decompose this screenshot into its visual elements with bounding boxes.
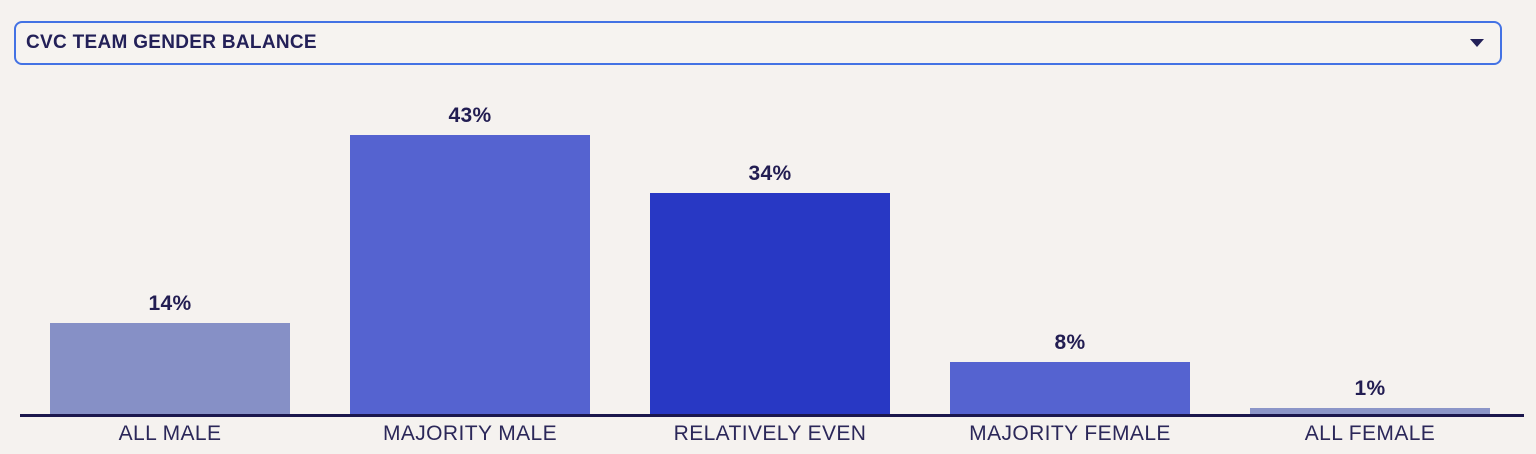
- category-label: RELATIVELY EVEN: [673, 422, 867, 445]
- bar-value-label: 1%: [1354, 376, 1386, 400]
- bar[interactable]: [50, 323, 290, 414]
- category-label: ALL MALE: [118, 422, 222, 445]
- chevron-down-icon: [1470, 39, 1484, 47]
- bar-column: 8%: [920, 100, 1220, 414]
- bar-column: 43%: [320, 100, 620, 414]
- category-label: MAJORITY MALE: [382, 422, 557, 445]
- bar-column: 1%: [1220, 100, 1520, 414]
- bar-value-label: 8%: [1054, 331, 1086, 354]
- bar[interactable]: [1250, 407, 1490, 414]
- category-label: ALL FEMALE: [1304, 422, 1436, 445]
- chart-selector-dropdown[interactable]: CVC TEAM GENDER BALANCE: [14, 21, 1502, 65]
- category-label: MAJORITY FEMALE: [969, 422, 1171, 445]
- bar[interactable]: [650, 193, 890, 414]
- bar-column: 34%: [620, 100, 920, 414]
- bar-value-label: 34%: [748, 162, 792, 185]
- bar-value-label: 14%: [148, 292, 192, 315]
- plot-area: 14% 43% 34% 8% 1%: [20, 100, 1524, 417]
- chart-selector-label: CVC TEAM GENDER BALANCE: [26, 32, 317, 53]
- bar-column: 14%: [20, 100, 320, 414]
- category-row: ALL MALE MAJORITY MALE RELATIVELY EVEN M…: [20, 422, 1524, 446]
- bar[interactable]: [350, 134, 590, 414]
- bar-chart: 14% 43% 34% 8% 1% ALL MALE MAJORITY MALE…: [20, 100, 1524, 446]
- bar[interactable]: [950, 362, 1190, 414]
- bar-value-label: 43%: [448, 103, 492, 127]
